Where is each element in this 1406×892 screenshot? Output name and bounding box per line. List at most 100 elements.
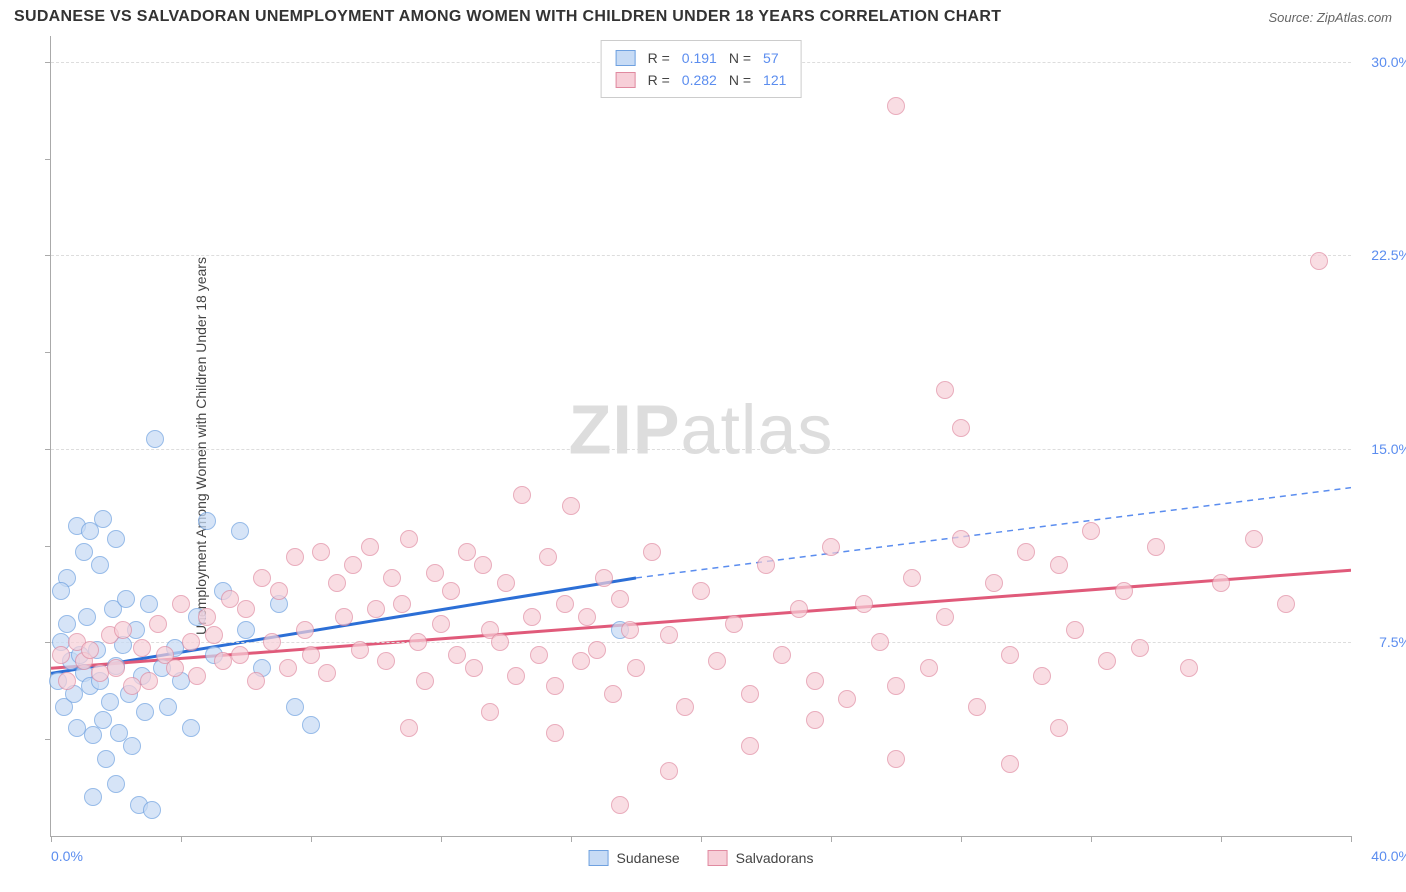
scatter-point — [660, 762, 678, 780]
legend-swatch — [589, 850, 609, 866]
scatter-point — [302, 646, 320, 664]
scatter-point — [920, 659, 938, 677]
n-label: N = — [729, 69, 751, 91]
gridline-h — [51, 642, 1351, 643]
scatter-point — [497, 574, 515, 592]
scatter-point — [588, 641, 606, 659]
scatter-point — [887, 677, 905, 695]
chart-title: SUDANESE VS SALVADORAN UNEMPLOYMENT AMON… — [14, 8, 1001, 26]
scatter-point — [604, 685, 622, 703]
scatter-point — [773, 646, 791, 664]
scatter-point — [335, 608, 353, 626]
scatter-point — [465, 659, 483, 677]
scatter-point — [578, 608, 596, 626]
n-value: 121 — [763, 69, 786, 91]
scatter-point — [1180, 659, 1198, 677]
x-tick — [181, 836, 182, 842]
scatter-point — [481, 703, 499, 721]
scatter-point — [513, 486, 531, 504]
y-tick — [45, 62, 51, 63]
scatter-point — [523, 608, 541, 626]
scatter-point — [107, 659, 125, 677]
scatter-point — [595, 569, 613, 587]
scatter-point — [52, 582, 70, 600]
scatter-point — [279, 659, 297, 677]
legend-series-item: Sudanese — [589, 850, 680, 866]
scatter-point — [1277, 595, 1295, 613]
scatter-point — [1131, 639, 1149, 657]
scatter-point — [611, 796, 629, 814]
scatter-point — [790, 600, 808, 618]
x-tick — [311, 836, 312, 842]
x-tick — [961, 836, 962, 842]
scatter-point — [708, 652, 726, 670]
scatter-point — [539, 548, 557, 566]
scatter-point — [426, 564, 444, 582]
scatter-point — [58, 672, 76, 690]
y-tick-minor — [45, 352, 51, 353]
scatter-point — [692, 582, 710, 600]
scatter-point — [231, 646, 249, 664]
gridline-h — [51, 449, 1351, 450]
x-tick — [441, 836, 442, 842]
scatter-point — [757, 556, 775, 574]
scatter-point — [198, 608, 216, 626]
scatter-point — [546, 724, 564, 742]
y-tick — [45, 255, 51, 256]
scatter-point — [58, 615, 76, 633]
scatter-point — [546, 677, 564, 695]
watermark-light: atlas — [681, 391, 834, 469]
x-tick — [1221, 836, 1222, 842]
scatter-point — [1001, 755, 1019, 773]
legend-swatch — [616, 50, 636, 66]
y-tick-label: 7.5% — [1379, 634, 1406, 650]
y-tick — [45, 449, 51, 450]
scatter-point — [1033, 667, 1051, 685]
y-tick-label: 30.0% — [1371, 54, 1406, 70]
scatter-point — [409, 633, 427, 651]
y-tick-minor — [45, 739, 51, 740]
scatter-point — [377, 652, 395, 670]
scatter-point — [84, 788, 102, 806]
scatter-point — [247, 672, 265, 690]
legend-swatch — [708, 850, 728, 866]
r-label: R = — [648, 69, 670, 91]
scatter-point — [660, 626, 678, 644]
scatter-point — [114, 621, 132, 639]
legend-stats: R =0.191N =57R =0.282N =121 — [601, 40, 802, 98]
legend-stat-row: R =0.191N =57 — [616, 47, 787, 69]
y-tick — [45, 642, 51, 643]
legend-series-label: Sudanese — [617, 850, 680, 866]
scatter-point — [286, 698, 304, 716]
x-tick — [831, 836, 832, 842]
scatter-point — [1050, 719, 1068, 737]
scatter-point — [1050, 556, 1068, 574]
scatter-point — [676, 698, 694, 716]
scatter-point — [491, 633, 509, 651]
scatter-point — [117, 590, 135, 608]
scatter-point — [286, 548, 304, 566]
scatter-point — [887, 97, 905, 115]
scatter-point — [822, 538, 840, 556]
trend-lines-layer — [51, 36, 1351, 836]
scatter-point — [393, 595, 411, 613]
x-tick — [1351, 836, 1352, 842]
scatter-point — [1082, 522, 1100, 540]
scatter-point — [149, 615, 167, 633]
scatter-point — [806, 711, 824, 729]
scatter-point — [182, 719, 200, 737]
scatter-point — [741, 737, 759, 755]
scatter-point — [1001, 646, 1019, 664]
scatter-point — [367, 600, 385, 618]
scatter-point — [855, 595, 873, 613]
scatter-point — [221, 590, 239, 608]
scatter-point — [302, 716, 320, 734]
scatter-point — [741, 685, 759, 703]
scatter-point — [94, 711, 112, 729]
scatter-point — [507, 667, 525, 685]
scatter-point — [270, 582, 288, 600]
scatter-point — [400, 719, 418, 737]
scatter-point — [263, 633, 281, 651]
scatter-point — [442, 582, 460, 600]
chart-plot-area: ZIPatlas R =0.191N =57R =0.282N =121 Sud… — [50, 36, 1351, 837]
